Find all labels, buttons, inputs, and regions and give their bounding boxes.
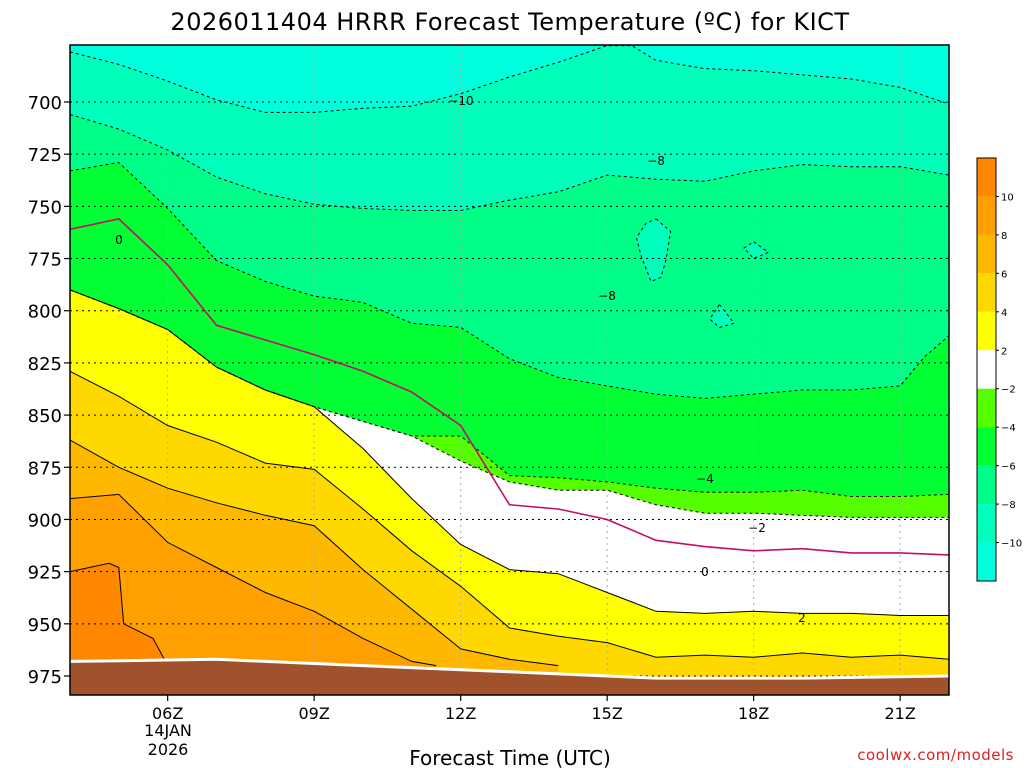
temperature-fills — [70, 45, 949, 695]
isotherm-labels: −10 −8 −8 −4 −2 0 0 2 — [115, 94, 806, 625]
y-tick-label: 700 — [28, 93, 62, 114]
isotherm-lines — [70, 45, 949, 669]
colorbar-label: 10 — [1001, 192, 1014, 203]
y-tick-label: 925 — [28, 563, 62, 584]
y-tick-label: 850 — [28, 406, 62, 427]
colorbar-swatch — [977, 234, 996, 274]
isotherm-minus2 — [70, 289, 949, 518]
isotherm-label: 0 — [115, 233, 123, 247]
isotherm-label: −10 — [448, 94, 473, 108]
chart-title: 2026011404 HRRR Forecast Temperature (ºC… — [170, 8, 849, 36]
x-tick-label: 21Z — [885, 704, 916, 723]
cold-pocket — [709, 303, 735, 328]
x-axis-time: 06Z 09Z 12Z 15Z 18Z 21Z — [152, 695, 916, 723]
y-tick-label: 900 — [28, 510, 62, 531]
isotherm-label: 2 — [798, 611, 806, 625]
colorbar-swatch — [977, 196, 996, 235]
isotherm-label: 0 — [701, 565, 709, 579]
cold-pocket — [743, 241, 770, 260]
x-tick-label: 15Z — [592, 704, 623, 723]
ground-surface-edge — [70, 657, 949, 680]
x-tick-date-year: 2026 — [148, 740, 189, 759]
y-tick-label: 775 — [28, 250, 62, 271]
colorbar-label: 6 — [1001, 269, 1007, 280]
isotherm-6 — [70, 439, 559, 667]
plot-frame — [69, 44, 950, 696]
colorbar-swatch — [977, 273, 996, 312]
isotherm-label: −8 — [647, 154, 665, 168]
colorbar-label: 8 — [1001, 231, 1007, 242]
isotherm-minus6 — [70, 161, 949, 399]
x-axis-label: Forecast Time (UTC) — [409, 746, 611, 768]
y-tick-label: 800 — [28, 302, 62, 323]
isotherm-2 — [70, 289, 949, 616]
colorbar-swatch — [977, 465, 996, 505]
colorbar-label: −10 — [1001, 539, 1022, 550]
colorbar-label: 4 — [1001, 308, 1007, 319]
y-tick-label: 975 — [28, 667, 62, 688]
colorbar-swatch — [977, 311, 996, 351]
ground-surface — [70, 659, 949, 695]
isotherm-4 — [70, 370, 949, 660]
y-tick-label: 750 — [28, 197, 62, 218]
isotherm-8 — [70, 493, 437, 667]
plot-area — [70, 45, 949, 695]
y-tick-label: 725 — [28, 145, 62, 166]
gridlines — [70, 45, 949, 695]
y-axis-pressure: 700 725 750 775 800 825 850 875 900 925 950 975 — [28, 93, 70, 688]
fill-band-minus12-minus10 — [70, 45, 949, 113]
colorbar-frame — [976, 157, 997, 582]
colorbar-label: −6 — [1001, 462, 1016, 473]
colorbar-label: 2 — [1001, 346, 1007, 357]
x-tick-label: 18Z — [738, 704, 769, 723]
y-tick-label: 950 — [28, 615, 62, 636]
x-tick-date-day: 14JAN — [144, 721, 192, 740]
x-tick-label: 12Z — [445, 704, 476, 723]
source-credit: coolwx.com/models — [857, 746, 1014, 764]
colorbar-label: −2 — [1001, 385, 1016, 396]
colorbar-swatch — [977, 542, 996, 581]
y-tick-label: 875 — [28, 458, 62, 479]
colorbar-swatch — [977, 350, 996, 389]
colorbar-swatch — [977, 427, 996, 466]
isotherm-label: −4 — [696, 472, 714, 486]
x-tick-label: 06Z — [152, 704, 183, 723]
isotherm-minus10 — [70, 45, 949, 113]
colorbar-swatch — [977, 504, 996, 543]
cold-pocket — [635, 218, 672, 283]
isotherm-label: −2 — [748, 521, 766, 535]
isotherm-label: −8 — [598, 289, 616, 303]
x-tick-label: 09Z — [299, 704, 330, 723]
colorbar-swatch — [977, 388, 996, 428]
colorbar-swatch — [977, 158, 996, 197]
y-tick-label: 825 — [28, 354, 62, 375]
isotherm-0 — [70, 218, 949, 556]
colorbar-label: −8 — [1001, 500, 1016, 511]
colorbar-label: −4 — [1001, 423, 1016, 434]
isotherm-minus8 — [70, 114, 949, 211]
isotherm-minus4 — [70, 289, 949, 497]
colorbar-legend: 10 8 6 4 2 −2 −4 −6 −8 −10 — [976, 157, 1022, 582]
